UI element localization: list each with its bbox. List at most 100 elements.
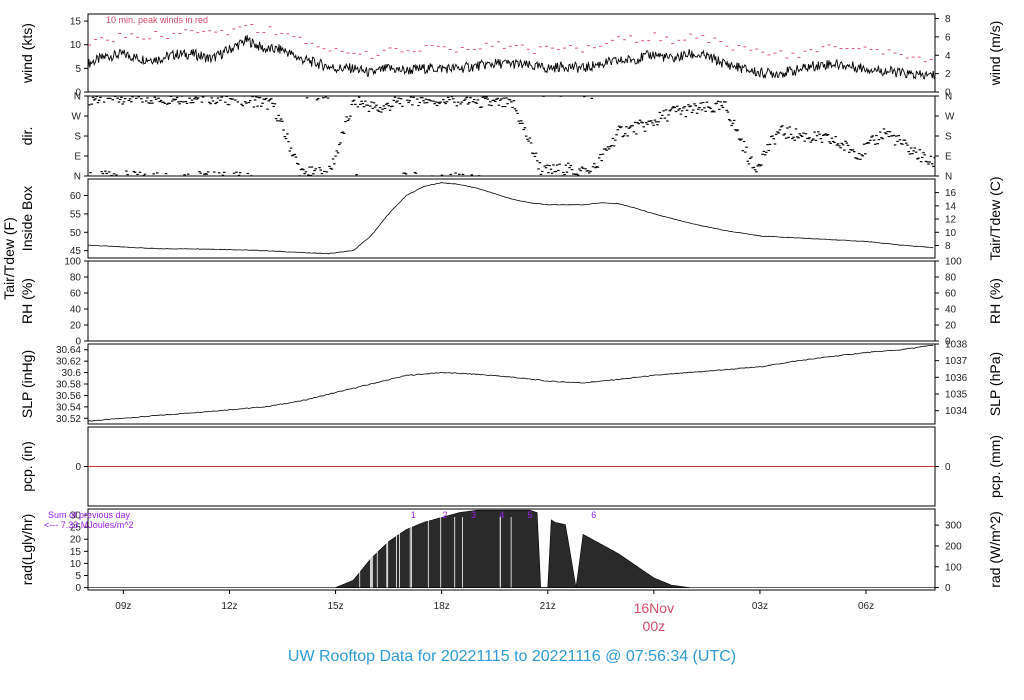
panel-wind: 0 5 10 15 0 2 4 6 8 wind (kts) wind (m/s) 10 min. p…	[19, 13, 1003, 99]
right-tick-label: 12	[945, 215, 957, 226]
x-tick-label: 12z	[221, 601, 237, 612]
right-tick-label: N	[945, 172, 952, 183]
right-tick-label: 8	[945, 14, 951, 25]
panel-frame	[87, 178, 936, 259]
hour-label: 2	[443, 510, 448, 520]
right-tick-label: 1037	[945, 356, 968, 367]
left-tick-label: E	[74, 152, 81, 163]
left-tick-label: 55	[70, 209, 82, 220]
left-tick-label: N	[74, 172, 81, 183]
y-label-right: rad (W/m^2)	[987, 511, 1003, 588]
left-tick-label: 30.6	[62, 368, 82, 379]
right-tick-label: 0	[945, 583, 951, 594]
temp-series-line	[88, 182, 934, 255]
left-tick-label: 20	[70, 535, 82, 546]
right-tick-label: 16	[945, 188, 957, 199]
y-label-right: Tair/Tdew (C)	[987, 176, 1003, 260]
left-tick-label: S	[74, 132, 81, 143]
y-label-left: SLP (inHg)	[19, 350, 35, 418]
left-tick-label: 20	[70, 321, 82, 332]
left-tick-label: 30.58	[56, 380, 81, 391]
right-tick-label: 0	[945, 88, 951, 99]
right-tick-label: S	[945, 132, 952, 143]
y-label-right: RH (%)	[987, 278, 1003, 324]
x-tick-label: 15z	[327, 601, 343, 612]
right-tick-label: 8	[945, 241, 951, 252]
x-tick-label: 18z	[434, 601, 450, 612]
panel-rh: 0 20 40 60 80 100 0 20 40 60 80 100 RH (%) RH (%)	[19, 257, 1003, 348]
left-tick-label: 30.52	[56, 414, 81, 425]
right-tick-label: 1034	[945, 406, 968, 417]
y-label-left: dir.	[19, 127, 35, 146]
wind-series-line	[88, 35, 935, 80]
panel-frame	[87, 508, 936, 591]
panel-frame	[87, 260, 936, 342]
y-label-right: pcp. (mm)	[987, 435, 1003, 498]
slp-series-line	[88, 344, 934, 422]
hour-label: 4	[499, 510, 504, 520]
right-tick-label: 80	[945, 273, 957, 284]
left-tick-label: 100	[64, 257, 81, 268]
hour-label: 6	[591, 510, 596, 520]
x-tick-label: 21z	[540, 601, 556, 612]
left-tick-label: 40	[70, 305, 82, 316]
right-tick-label: 200	[945, 541, 962, 552]
right-tick-label: W	[945, 112, 955, 123]
y-label-right: SLP (hPa)	[987, 352, 1003, 416]
radiation-area	[335, 509, 690, 588]
peak-wind-marks	[88, 24, 933, 63]
left-tick-label: 30.56	[56, 391, 81, 402]
left-tick-label: 60	[70, 289, 82, 300]
y-label-left-secondary: Inside Box	[19, 186, 35, 251]
x-day-tick-label: 00z	[643, 618, 666, 634]
left-tick-label: 50	[70, 228, 82, 239]
right-tick-label: E	[945, 152, 952, 163]
left-tick-label: 30	[70, 511, 82, 522]
left-tick-label: 60	[70, 191, 82, 202]
right-tick-label: 14	[945, 201, 957, 212]
left-tick-label: 45	[70, 246, 82, 257]
left-tick-label: 0	[75, 88, 81, 99]
panel-pcp: 0 0 pcp. (in) pcp. (mm)	[19, 426, 1003, 507]
right-tick-label: 60	[945, 289, 957, 300]
right-tick-label: 1038	[945, 340, 968, 351]
left-tick-label: 10	[70, 40, 82, 51]
x-tick-label: 09z	[115, 601, 131, 612]
left-tick-label: 30.64	[56, 345, 81, 356]
y-label-left: Tair/Tdew (F)	[1, 217, 17, 299]
wind-direction-marks	[88, 96, 935, 176]
page-title: UW Rooftop Data for 20221115 to 20221116…	[287, 648, 737, 665]
x-tick-label: 03z	[752, 601, 768, 612]
y-label-left: rad(Lgly/hr)	[19, 514, 35, 586]
hour-label: 1	[411, 510, 416, 520]
left-tick-label: 30.62	[56, 357, 81, 368]
hour-label: 3	[471, 510, 476, 520]
y-label-left: wind (kts)	[19, 23, 35, 84]
left-tick-label: 80	[70, 273, 82, 284]
left-tick-label: N	[74, 92, 81, 103]
hour-label: 5	[528, 510, 533, 520]
left-tick-label: 15	[70, 547, 82, 558]
radiation-sum-label: Sum of previous day	[48, 510, 131, 520]
y-label-right: wind (m/s)	[987, 21, 1003, 87]
left-tick-label: 5	[75, 64, 81, 75]
x-tick-label: 06z	[858, 601, 874, 612]
left-tick-label: 15	[70, 17, 82, 28]
right-tick-label: 4	[945, 51, 951, 62]
right-tick-label: 40	[945, 305, 957, 316]
y-label-left: pcp. (in)	[19, 441, 35, 492]
right-tick-label: 100	[945, 562, 962, 573]
y-label-left: RH (%)	[19, 278, 35, 324]
right-tick-label: 1036	[945, 373, 968, 384]
right-tick-label: 0	[945, 337, 951, 348]
right-tick-label: 100	[945, 257, 962, 268]
left-tick-label: 0	[75, 462, 81, 473]
right-tick-label: 10	[945, 228, 957, 239]
left-tick-label: 25	[70, 523, 82, 534]
x-day-label: 16Nov	[634, 600, 674, 616]
right-tick-label: 6	[945, 32, 951, 43]
right-tick-label: 0	[945, 462, 951, 473]
